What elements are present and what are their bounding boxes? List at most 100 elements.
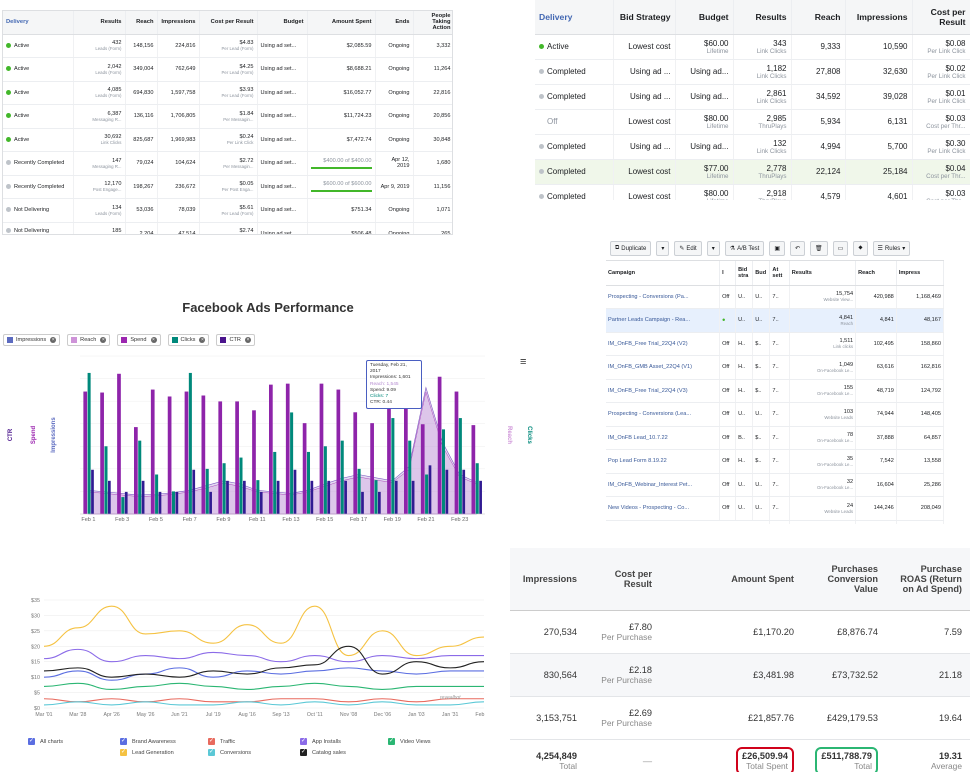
series-toggle-clicks[interactable]: Clicks × bbox=[167, 334, 210, 346]
legend-checkbox-lead-generation[interactable]: ✓ Lead Generation bbox=[120, 749, 174, 756]
tag-button[interactable]: ⬥ bbox=[853, 241, 868, 256]
table-row[interactable]: Active 432 Leads (Form) 148,156 224,816 $4.83… bbox=[3, 34, 452, 58]
series-toggle-ctr[interactable]: CTR × bbox=[216, 334, 255, 346]
close-icon[interactable]: × bbox=[150, 337, 157, 343]
column-header[interactable]: Results bbox=[789, 261, 857, 286]
table-row[interactable]: Active 4,085 Leads (Form) 694,830 1,597,758 $… bbox=[3, 81, 452, 105]
campaign-name-cell[interactable]: IM_OnFB_Free Trial_22Q4 (V2) bbox=[606, 332, 721, 356]
campaign-link[interactable]: IM_OnFB_Free Trial_22Q4 (V3) bbox=[608, 387, 688, 394]
legend-checkbox-conversions[interactable]: ✓ Conversions bbox=[208, 749, 251, 756]
campaign-name-cell[interactable]: Prospecting - Conversions (Pa... bbox=[606, 285, 721, 309]
campaign-name-cell[interactable]: IM_OnFB_Free Trial_22Q4 (V3) bbox=[606, 379, 721, 403]
legend-checkbox-catalog-sales[interactable]: ✓ Catalog sales bbox=[300, 749, 346, 756]
column-header[interactable]: Reach bbox=[855, 261, 897, 286]
column-header[interactable]: Cost per Result bbox=[912, 0, 970, 35]
table-row[interactable]: New Videos - Prospecting - Co... Off U.. U.… bbox=[606, 496, 944, 521]
column-header[interactable]: Delivery bbox=[535, 0, 614, 35]
table-row[interactable]: Not Delivering 134 Leads (Form) 53,036 78,03… bbox=[3, 198, 452, 223]
campaign-link[interactable]: IM_OnFB_Free Trial_22Q4 (V2) bbox=[608, 340, 688, 347]
table-row[interactable]: Partner Leads Campaign - Rea... • U.. U.. 7.… bbox=[606, 308, 944, 333]
column-header[interactable]: Impressions bbox=[510, 548, 585, 611]
table-row[interactable]: IM_OnFB_Free Trial_22Q4 (V2) Off H.. $.. 7..… bbox=[606, 332, 944, 356]
legend-checkbox-video-views[interactable]: ✓ Video Views bbox=[388, 738, 431, 745]
column-header[interactable]: Impressions bbox=[157, 11, 200, 35]
table-row[interactable]: Not DeliveringAd Set Inactive185Link Cli… bbox=[3, 222, 452, 234]
series-toggle-impressions[interactable]: Impressions × bbox=[3, 334, 61, 346]
campaign-link[interactable]: Partner Leads Campaign - Rea... bbox=[608, 317, 691, 324]
column-header[interactable]: Results bbox=[73, 11, 126, 35]
close-icon[interactable]: × bbox=[50, 337, 57, 343]
column-header[interactable]: Bid stra bbox=[735, 261, 754, 286]
campaign-name-cell[interactable]: IM_OnFB Lead_10.7.22 bbox=[606, 426, 721, 450]
column-header[interactable]: Amount Spent bbox=[307, 11, 376, 35]
column-header[interactable]: Reach bbox=[791, 0, 846, 35]
campaign-name-cell[interactable]: IM_OnFB_Webinar_Interest Pet... bbox=[606, 473, 721, 497]
campaign-name-cell[interactable]: Pop Lead Form 8.19.22 bbox=[606, 449, 721, 474]
column-header[interactable]: Results bbox=[733, 0, 792, 35]
column-header[interactable]: Amount Spent bbox=[660, 548, 802, 611]
column-header[interactable]: Purchase ROAS (Return on Ad Spend) bbox=[886, 548, 970, 611]
table-row[interactable]: Completed Using ad ... Using ad... 132 Link … bbox=[535, 134, 970, 160]
column-header[interactable]: Budget bbox=[675, 0, 734, 35]
close-icon[interactable]: × bbox=[100, 337, 107, 343]
legend-checkbox-traffic[interactable]: ✓ Traffic bbox=[208, 738, 235, 745]
campaign-name-cell[interactable]: Prospecting - Conversions (Lea... bbox=[606, 402, 721, 427]
column-header[interactable]: Cost per Result bbox=[585, 548, 660, 611]
column-header[interactable]: Delivery bbox=[3, 11, 74, 35]
table-row[interactable]: Recently Completed 12,170 Post Engage... 19… bbox=[3, 175, 452, 199]
table-row[interactable]: Prospecting - Conversions (Pa... Off U.. U.… bbox=[606, 285, 944, 309]
table-row[interactable]: Active 30,692 Link Clicks 825,687 1,969,983 $… bbox=[3, 128, 452, 152]
table-row[interactable]: IM_OnFB Lead_10.7.22 Off B.. $.. 7.. 78 On-Fac… bbox=[606, 426, 944, 450]
table-row[interactable]: 270,534 £7.80 Per Purchase £1,170.20 £8,876.… bbox=[510, 610, 970, 654]
column-header[interactable]: I bbox=[719, 261, 737, 286]
close-icon[interactable]: × bbox=[199, 337, 206, 343]
chart-menu-icon[interactable]: ≡ bbox=[520, 356, 527, 368]
rules-button[interactable]: ☰ Rules ▾ bbox=[872, 241, 911, 256]
duplicate-button[interactable]: ⧉ Duplicate bbox=[610, 241, 652, 256]
edit-button[interactable]: ✎ Edit bbox=[674, 241, 702, 256]
column-header[interactable]: People Taking Action bbox=[413, 11, 452, 35]
preview-button[interactable]: ▭ bbox=[832, 241, 849, 256]
table-row[interactable]: Completed Using ad ... Using ad... 1,182 Lin… bbox=[535, 59, 970, 85]
close-icon[interactable]: × bbox=[244, 337, 251, 343]
campaign-link[interactable]: IM_OnFB_Webinar_Interest Pet... bbox=[608, 481, 693, 488]
delete-button[interactable]: 🗑 bbox=[810, 241, 828, 256]
undo-button[interactable]: ↶ bbox=[790, 241, 806, 256]
duplicate-dropdown[interactable]: ▾ bbox=[656, 241, 670, 256]
campaign-name-cell[interactable]: IM_OnFB_GMB Asset_22Q4 (V1) bbox=[606, 355, 721, 380]
campaign-link[interactable]: New Videos - Prospecting - Co... bbox=[608, 505, 690, 512]
campaign-link[interactable]: Prospecting - Conversions (Pa... bbox=[608, 293, 689, 300]
column-header[interactable]: Bid Strategy bbox=[613, 0, 676, 35]
table-row[interactable]: Active 2,042 Leads (Form) 349,004 762,649 $4.… bbox=[3, 57, 452, 82]
column-header[interactable]: Purchases Conversion Value bbox=[802, 548, 886, 611]
campaign-link[interactable]: Pop Lead Form 8.19.22 bbox=[608, 458, 667, 465]
edit-dropdown[interactable]: ▾ bbox=[706, 241, 720, 256]
column-header[interactable]: Impressions bbox=[845, 0, 913, 35]
table-row[interactable]: 3,153,751 £2.69 Per Purchase £21,857.76 £429… bbox=[510, 696, 970, 740]
column-header[interactable]: Reach bbox=[125, 11, 158, 35]
table-row[interactable]: IM_OnFB_Webinar_Interest Pet... Off U.. U..… bbox=[606, 473, 944, 497]
campaign-name-cell[interactable]: Partner Leads Campaign - Rea... bbox=[606, 308, 721, 333]
legend-checkbox-app-installs[interactable]: ✓ App Installs bbox=[300, 738, 341, 745]
legend-checkbox-all-charts[interactable]: ✓ All charts bbox=[28, 738, 63, 745]
column-header[interactable]: Budget bbox=[257, 11, 308, 35]
column-header[interactable]: Campaign bbox=[606, 261, 721, 286]
table-row[interactable]: Recently Completed 147 Messaging R... 79,02… bbox=[3, 151, 452, 176]
table-row[interactable]: Active Lowest cost $60.00 Lifetime 343 Link C… bbox=[535, 34, 970, 60]
table-row[interactable]: Pop Lead Form 8.19.22 Off H.. $.. 7.. 35 On-Fa… bbox=[606, 449, 944, 474]
archive-button[interactable]: ▣ bbox=[769, 241, 786, 256]
campaign-link[interactable]: IM_OnFB Lead_10.7.22 bbox=[608, 434, 668, 441]
column-header[interactable]: Impress bbox=[896, 261, 944, 286]
ab-test-button[interactable]: ⚗ A/B Test bbox=[724, 241, 765, 256]
table-row[interactable]: Off Lowest cost $80.00 Lifetime 2,985 ThruPla… bbox=[535, 109, 970, 135]
table-row[interactable]: Completed Using ad ... Using ad... 2,861 Lin… bbox=[535, 84, 970, 110]
table-row[interactable]: 830,564 £2.18 Per Purchase £3,481.98 £73,732… bbox=[510, 653, 970, 697]
series-toggle-reach[interactable]: Reach × bbox=[67, 334, 111, 346]
table-row[interactable]: IM_OnFB_Free Trial_22Q4 (V3) Off H.. $.. 7..… bbox=[606, 379, 944, 403]
table-row[interactable]: Completed Lowest cost $77.00 Lifetime 2,778 T… bbox=[535, 159, 970, 185]
table-row[interactable]: Active 6,387 Messaging R... 136,116 1,706,80… bbox=[3, 104, 452, 129]
table-row[interactable]: Prospecting - Conversions (Lea... Off U.. U… bbox=[606, 402, 944, 427]
series-toggle-spend[interactable]: Spend × bbox=[117, 334, 161, 346]
campaign-link[interactable]: IM_OnFB_GMB Asset_22Q4 (V1) bbox=[608, 364, 692, 371]
